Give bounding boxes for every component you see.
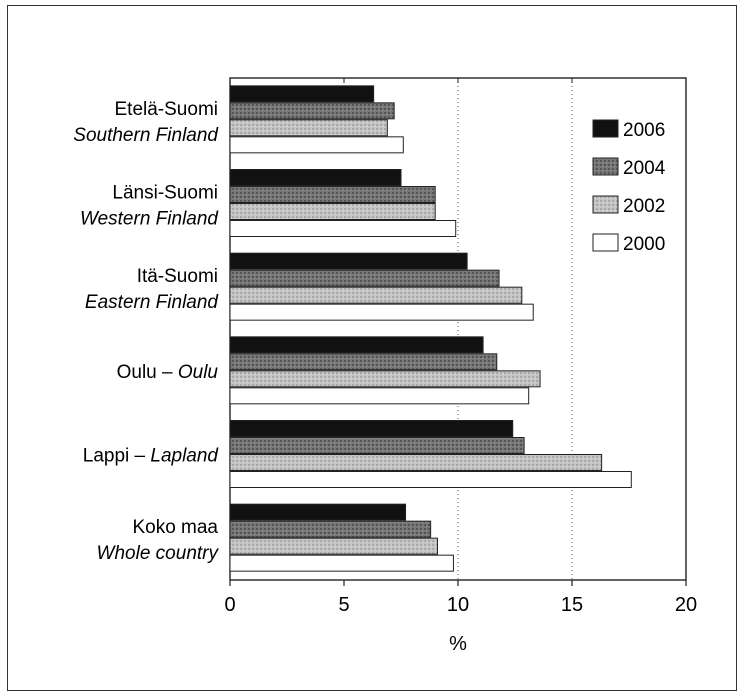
bar-2006 — [229, 252, 468, 270]
bar-2004 — [229, 269, 500, 287]
bar-2002 — [229, 203, 436, 220]
legend-swatch-2006 — [592, 119, 619, 138]
bar-2004 — [229, 353, 498, 371]
bar-2006 — [229, 85, 375, 103]
bar-2004 — [229, 437, 525, 454]
bar-2002 — [229, 537, 438, 555]
legend-label: 2002 — [623, 196, 665, 217]
category-sublabel: Western Finland — [80, 209, 219, 230]
bar-2002 — [229, 454, 603, 471]
bar-2006 — [229, 336, 484, 354]
category-label: Koko maa — [132, 517, 218, 538]
bar-2002 — [229, 119, 388, 137]
bar-2000 — [229, 387, 530, 405]
x-tick-label: 20 — [675, 594, 697, 616]
bar-2000 — [229, 303, 534, 321]
x-axis-label: % — [449, 633, 467, 655]
bar-2000 — [229, 554, 454, 572]
legend-label: 2004 — [623, 158, 666, 179]
category-label: Oulu – Oulu — [117, 362, 219, 383]
category-label: Lappi – Lapland — [83, 446, 220, 467]
bar-2004 — [229, 520, 432, 538]
x-tick-label: 0 — [224, 594, 235, 616]
bar-2006 — [229, 169, 402, 186]
x-tick-label: 5 — [338, 594, 349, 616]
legend-swatch-2000 — [592, 233, 619, 252]
category-label: Länsi-Suomi — [112, 183, 218, 204]
legend-swatch-2004 — [592, 157, 619, 176]
x-tick-label: 15 — [561, 594, 583, 616]
bar-2002 — [229, 370, 541, 388]
x-tick-label: 10 — [447, 594, 469, 616]
figure-frame — [7, 5, 737, 691]
category-label: Etelä-Suomi — [115, 99, 219, 120]
category-sublabel: Whole country — [97, 543, 220, 564]
legend-label: 2000 — [623, 234, 665, 255]
legend-label: 2006 — [623, 120, 665, 141]
bar-2006 — [229, 420, 514, 437]
bar-2006 — [229, 503, 407, 521]
category-sublabel: Eastern Finland — [85, 292, 220, 313]
bar-2004 — [229, 102, 395, 120]
bar-2000 — [229, 136, 404, 154]
legend-swatch-2002 — [592, 195, 619, 214]
bar-2002 — [229, 286, 523, 304]
category-sublabel: Southern Finland — [73, 125, 219, 146]
bar-2000 — [229, 471, 632, 488]
bar-2004 — [229, 186, 436, 203]
bar-2000 — [229, 220, 457, 237]
category-label: Itä-Suomi — [137, 266, 218, 287]
